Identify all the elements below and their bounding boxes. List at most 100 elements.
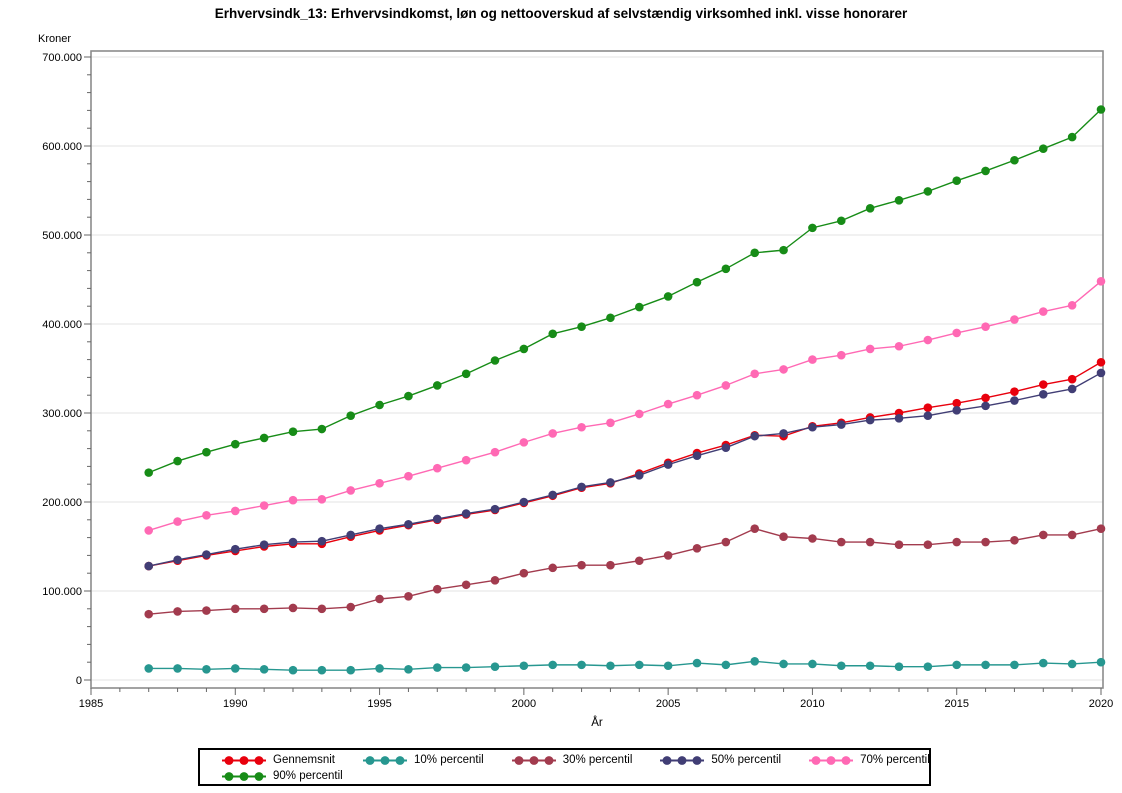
data-point (981, 393, 990, 403)
series-line (148, 280, 1102, 532)
data-point (577, 660, 586, 670)
data-point (808, 422, 817, 432)
x-tick-label: 2005 (656, 698, 680, 710)
data-point (1038, 390, 1048, 399)
data-point (606, 313, 615, 323)
data-point (952, 406, 962, 415)
data-point (375, 664, 384, 673)
data-point (836, 661, 846, 671)
data-point (865, 344, 875, 354)
data-point (721, 660, 731, 670)
data-point (1010, 387, 1019, 396)
data-point (779, 659, 788, 669)
data-point (1038, 307, 1048, 316)
data-point (144, 664, 154, 673)
data-point (202, 665, 211, 674)
data-point (1010, 660, 1019, 670)
data-point (288, 537, 298, 547)
data-point (865, 537, 875, 547)
data-point (894, 341, 904, 351)
data-point (663, 551, 673, 560)
data-point (1067, 659, 1077, 669)
data-point (577, 482, 586, 492)
data-point (317, 665, 327, 675)
data-point (923, 335, 933, 345)
data-point (490, 356, 500, 365)
legend-label: 90% percentil (273, 770, 343, 782)
data-point (692, 543, 702, 553)
data-point (894, 540, 904, 550)
series-line (148, 660, 1102, 671)
series-line (148, 361, 1102, 567)
data-point (779, 532, 788, 542)
data-point (1096, 368, 1106, 378)
data-point (346, 530, 356, 540)
plot-frame (90, 50, 1104, 689)
data-point (836, 350, 846, 360)
data-point (432, 463, 442, 473)
data-point (577, 560, 586, 570)
data-point (317, 604, 327, 614)
data-point (346, 665, 356, 675)
data-point (259, 604, 269, 614)
data-point (836, 216, 846, 226)
data-point (346, 486, 356, 495)
data-point (461, 455, 471, 465)
data-point (634, 660, 644, 670)
data-point (548, 329, 558, 339)
data-point (173, 555, 182, 565)
data-point (692, 451, 702, 461)
data-point (288, 495, 298, 505)
data-point (606, 560, 615, 570)
data-point (432, 584, 442, 594)
legend-item: 50% percentil (660, 754, 781, 766)
data-point (981, 660, 990, 670)
data-point (721, 264, 731, 274)
data-point (461, 369, 471, 379)
data-point (663, 460, 673, 469)
data-point (750, 524, 760, 533)
x-tick-label: 1990 (223, 698, 247, 710)
data-point (173, 456, 182, 466)
data-point (836, 537, 846, 547)
data-point (952, 176, 962, 186)
data-point (288, 603, 298, 613)
data-point (606, 661, 615, 671)
data-point (692, 658, 702, 668)
x-tick-label: 2010 (800, 698, 824, 710)
data-point (981, 166, 990, 176)
data-point (606, 418, 615, 428)
data-point (663, 292, 673, 301)
y-tick-label: 200.000 (42, 497, 82, 509)
series-line (148, 528, 1102, 615)
data-point (981, 537, 990, 547)
data-point (375, 594, 384, 604)
legend-label: 10% percentil (414, 754, 484, 766)
legend-row: 90% percentil (222, 768, 929, 784)
data-point (692, 277, 702, 287)
data-point (634, 556, 644, 566)
data-point (981, 322, 990, 331)
legend-item: 90% percentil (222, 770, 343, 782)
series-50-percentil (144, 368, 1106, 571)
legend-marker-icon (363, 755, 408, 765)
line-chart: 0 100.000 200.000 300.000 400.000 500.000 600.… (42, 50, 1113, 710)
data-point (808, 223, 817, 233)
data-point (404, 519, 413, 529)
data-point (519, 568, 529, 578)
data-point (230, 544, 240, 554)
data-point (634, 302, 644, 312)
data-point (230, 439, 240, 449)
data-point (779, 429, 788, 438)
legend-marker-icon (222, 755, 266, 765)
data-point (981, 401, 990, 411)
data-point (375, 479, 384, 488)
data-point (432, 381, 442, 390)
data-point (1038, 380, 1048, 389)
data-point (490, 447, 500, 457)
data-point (519, 344, 529, 354)
y-axis-unit-label: Kroner (38, 33, 72, 45)
data-point (634, 409, 644, 419)
legend-label: 70% percentil (860, 754, 930, 766)
